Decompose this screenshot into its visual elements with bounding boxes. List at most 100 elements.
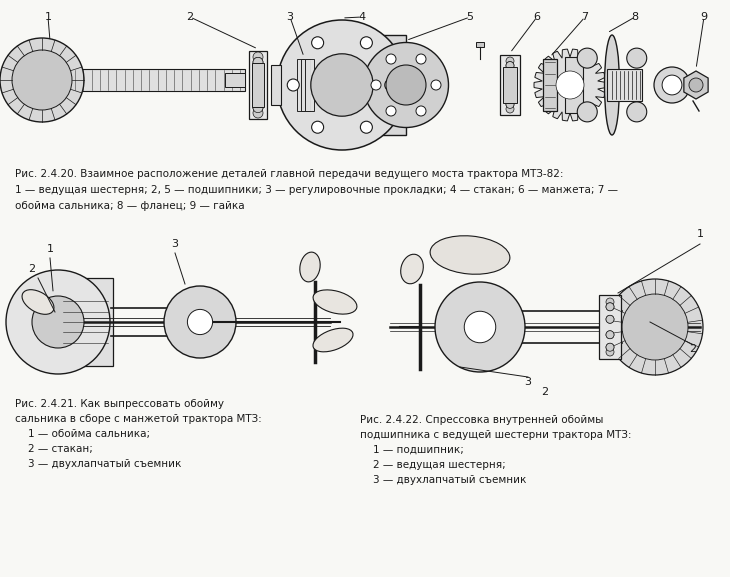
Circle shape bbox=[0, 38, 84, 122]
Circle shape bbox=[386, 106, 396, 116]
Circle shape bbox=[311, 54, 373, 116]
Circle shape bbox=[287, 79, 299, 91]
Bar bbox=[58, 278, 113, 366]
Bar bbox=[565, 57, 583, 113]
Circle shape bbox=[506, 74, 514, 81]
Circle shape bbox=[607, 279, 703, 375]
Bar bbox=[271, 65, 281, 105]
Text: сальника в сборе с манжетой трактора МТЗ:: сальника в сборе с манжетой трактора МТЗ… bbox=[15, 414, 262, 424]
Circle shape bbox=[506, 62, 514, 70]
Circle shape bbox=[253, 72, 263, 81]
Text: 3: 3 bbox=[172, 239, 179, 249]
Bar bbox=[301, 59, 310, 111]
Text: 3 — двухлапчатый съемник: 3 — двухлапчатый съемник bbox=[360, 475, 526, 485]
Circle shape bbox=[386, 65, 426, 105]
Circle shape bbox=[577, 102, 597, 122]
Circle shape bbox=[431, 80, 441, 90]
Text: подшипника с ведущей шестерни трактора МТЗ:: подшипника с ведущей шестерни трактора М… bbox=[360, 430, 631, 440]
Text: обойма сальника; 8 — фланец; 9 — гайка: обойма сальника; 8 — фланец; 9 — гайка bbox=[15, 201, 245, 211]
Circle shape bbox=[253, 89, 263, 99]
Circle shape bbox=[312, 121, 323, 133]
Text: 8: 8 bbox=[631, 12, 639, 22]
Text: Рис. 2.4.21. Как выпрессовать обойму: Рис. 2.4.21. Как выпрессовать обойму bbox=[15, 399, 224, 409]
Text: 1: 1 bbox=[696, 229, 704, 239]
Text: 2: 2 bbox=[28, 264, 36, 274]
Text: 7: 7 bbox=[581, 12, 588, 22]
Text: 2: 2 bbox=[689, 344, 696, 354]
Text: 3: 3 bbox=[286, 12, 293, 22]
Circle shape bbox=[386, 54, 396, 64]
Circle shape bbox=[253, 72, 263, 81]
Circle shape bbox=[361, 37, 372, 49]
Text: 3: 3 bbox=[524, 377, 531, 387]
Text: 1: 1 bbox=[45, 12, 52, 22]
Circle shape bbox=[506, 57, 514, 65]
Circle shape bbox=[577, 48, 597, 68]
Ellipse shape bbox=[300, 252, 320, 282]
Circle shape bbox=[606, 303, 614, 311]
Circle shape bbox=[654, 67, 690, 103]
Text: 1 — ведущая шестерня; 2, 5 — подшипники; 3 — регулировочные прокладки; 4 — стака: 1 — ведущая шестерня; 2, 5 — подшипники;… bbox=[15, 185, 618, 195]
Circle shape bbox=[253, 103, 263, 113]
Circle shape bbox=[627, 102, 647, 122]
Circle shape bbox=[253, 57, 263, 68]
Text: 9: 9 bbox=[701, 12, 707, 22]
Text: 3 — двухлапчатый съемник: 3 — двухлапчатый съемник bbox=[15, 459, 181, 469]
Bar bbox=[252, 63, 264, 107]
Bar bbox=[543, 59, 557, 111]
Circle shape bbox=[32, 296, 84, 348]
Circle shape bbox=[364, 43, 448, 128]
Text: 2 — стакан;: 2 — стакан; bbox=[15, 444, 93, 454]
Bar bbox=[599, 295, 621, 359]
Circle shape bbox=[12, 50, 72, 110]
Circle shape bbox=[277, 20, 407, 150]
Ellipse shape bbox=[313, 290, 357, 314]
Ellipse shape bbox=[313, 328, 353, 352]
Bar bbox=[500, 55, 520, 115]
Circle shape bbox=[361, 121, 372, 133]
Text: 6: 6 bbox=[534, 12, 540, 22]
Polygon shape bbox=[684, 71, 708, 99]
Ellipse shape bbox=[22, 290, 54, 314]
Circle shape bbox=[416, 54, 426, 64]
Circle shape bbox=[689, 78, 703, 92]
Text: 1: 1 bbox=[47, 244, 53, 254]
Bar bbox=[52, 69, 245, 91]
Text: 2: 2 bbox=[542, 387, 548, 397]
Circle shape bbox=[385, 79, 396, 91]
Circle shape bbox=[606, 348, 614, 356]
Text: 4: 4 bbox=[358, 12, 366, 22]
Text: 1 — обойма сальника;: 1 — обойма сальника; bbox=[15, 429, 150, 439]
Bar bbox=[503, 67, 517, 103]
Circle shape bbox=[506, 74, 514, 81]
Polygon shape bbox=[534, 49, 606, 121]
Circle shape bbox=[556, 71, 584, 99]
Ellipse shape bbox=[401, 254, 423, 284]
Circle shape bbox=[416, 106, 426, 116]
Circle shape bbox=[506, 88, 514, 96]
Bar bbox=[249, 51, 267, 119]
Circle shape bbox=[606, 298, 614, 306]
Circle shape bbox=[253, 89, 263, 99]
Ellipse shape bbox=[430, 236, 510, 274]
Circle shape bbox=[606, 343, 614, 351]
Circle shape bbox=[506, 100, 514, 108]
Circle shape bbox=[506, 100, 514, 108]
Circle shape bbox=[506, 62, 514, 70]
Text: 1 — подшипник;: 1 — подшипник; bbox=[360, 445, 464, 455]
Bar bbox=[476, 42, 484, 47]
Circle shape bbox=[606, 315, 614, 323]
Circle shape bbox=[188, 309, 212, 335]
Circle shape bbox=[253, 52, 263, 62]
Text: 2 — ведущая шестерня;: 2 — ведущая шестерня; bbox=[360, 460, 506, 470]
Text: 2: 2 bbox=[186, 12, 193, 22]
Circle shape bbox=[464, 311, 496, 343]
Circle shape bbox=[312, 37, 323, 49]
Circle shape bbox=[622, 294, 688, 360]
Circle shape bbox=[6, 270, 110, 374]
Circle shape bbox=[606, 331, 614, 339]
Circle shape bbox=[606, 303, 614, 311]
Circle shape bbox=[435, 282, 525, 372]
Circle shape bbox=[371, 80, 381, 90]
Circle shape bbox=[606, 315, 614, 323]
